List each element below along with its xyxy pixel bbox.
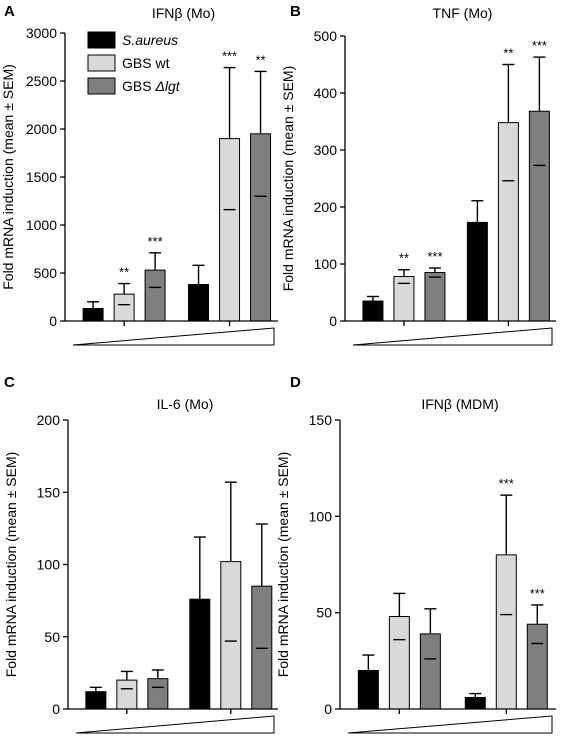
bar: [219, 138, 241, 322]
panel-letter: D: [290, 374, 301, 391]
bar: [147, 678, 169, 710]
y-axis-label: Fold mRNA induction (mean ± SEM): [3, 452, 19, 678]
bar: [466, 221, 488, 322]
legend-label: GBS wt: [122, 55, 170, 71]
legend-label: GBS Δlgt: [122, 78, 181, 94]
dose-wedge: [352, 327, 553, 346]
y-tick-label: 2500: [26, 73, 57, 89]
legend-label-prefix: GBS: [122, 78, 155, 94]
dose-wedge: [72, 327, 275, 346]
bar: [362, 300, 384, 322]
bar: [497, 122, 519, 322]
bar: [357, 669, 379, 710]
chart-panel-b: B TNF (Mo) 0 100 200 300 400 500 Fold mRNA induc…: [280, 3, 556, 346]
legend-label-italic: Δlgt: [154, 78, 180, 94]
y-axis-label: Fold mRNA induction (mean ± SEM): [280, 66, 296, 292]
y-tick-label: 100: [37, 557, 61, 573]
panel-letter: C: [4, 374, 15, 391]
y-tick-label: 150: [309, 412, 333, 428]
y-tick-label: 500: [314, 28, 338, 44]
y-axis-label: Fold mRNA induction (mean ± SEM): [0, 64, 16, 290]
bar: [495, 554, 517, 710]
bar: [419, 633, 441, 710]
chart-panel-c: C IL-6 (Mo) 0 50 100 150 200 Fold mRNA inductio…: [3, 374, 278, 734]
bar: [388, 616, 410, 710]
legend-swatch: [87, 54, 116, 72]
bar: [113, 293, 135, 322]
dose-wedge: [75, 715, 275, 734]
y-tick-label: 100: [314, 256, 338, 272]
chart-title: IFNβ (Mo): [152, 5, 215, 21]
chart-title: IFNβ (MDM): [421, 396, 498, 412]
bar: [250, 133, 272, 322]
bar: [116, 679, 138, 710]
panel-letter: A: [4, 3, 15, 20]
significance-label: **: [503, 46, 513, 61]
significance-label: ***: [499, 476, 514, 491]
y-tick-label: 50: [44, 629, 60, 645]
significance-label: ***: [148, 234, 163, 249]
legend-swatch: [87, 31, 116, 49]
significance-label: ***: [222, 49, 237, 64]
significance-label: **: [399, 251, 409, 266]
y-tick-label: 50: [316, 605, 332, 621]
y-tick-label: 2000: [26, 121, 57, 137]
bar: [220, 561, 242, 710]
bar: [528, 110, 550, 322]
bar: [189, 598, 211, 710]
chart-panel-d: D IFNβ (MDM) 0 50 100 150 Fold mRNA induction …: [275, 374, 556, 734]
y-tick-label: 0: [329, 313, 337, 329]
bar: [424, 272, 446, 322]
bar: [144, 269, 166, 322]
y-tick-label: 3000: [26, 25, 57, 41]
y-tick-label: 150: [37, 484, 61, 500]
significance-label: **: [255, 52, 265, 67]
y-tick-label: 1000: [26, 217, 57, 233]
y-tick-label: 1500: [26, 169, 57, 185]
panel-letter: B: [290, 3, 301, 20]
bar: [188, 284, 210, 322]
chart-title: TNF (Mo): [433, 5, 493, 21]
dose-wedge: [347, 715, 553, 734]
chart-title: IL-6 (Mo): [157, 396, 214, 412]
legend: S.aureus GBS wt GBS Δlgt: [87, 31, 181, 95]
y-axis-label: Fold mRNA induction (mean ± SEM): [275, 452, 291, 678]
bar: [526, 623, 548, 710]
y-tick-label: 200: [314, 199, 338, 215]
y-tick-label: 0: [324, 701, 332, 717]
bar: [251, 585, 273, 710]
y-tick-label: 300: [314, 142, 338, 158]
significance-label: **: [119, 265, 129, 280]
y-tick-label: 500: [34, 265, 58, 281]
significance-label: ***: [530, 586, 545, 601]
y-tick-label: 400: [314, 85, 338, 101]
legend-swatch: [87, 77, 116, 95]
bar: [464, 696, 486, 710]
y-tick-label: 200: [37, 412, 61, 428]
significance-label: ***: [427, 249, 442, 264]
chart-panel-a: A IFNβ (Mo) 0 500 1000 1500 2000 2500 3000 Fold m…: [0, 3, 278, 346]
y-tick-label: 0: [52, 701, 60, 717]
significance-label: ***: [532, 38, 547, 53]
y-tick-label: 0: [49, 313, 57, 329]
bar: [85, 691, 107, 710]
y-tick-label: 100: [309, 508, 333, 524]
legend-label: S.aureus: [122, 32, 178, 48]
